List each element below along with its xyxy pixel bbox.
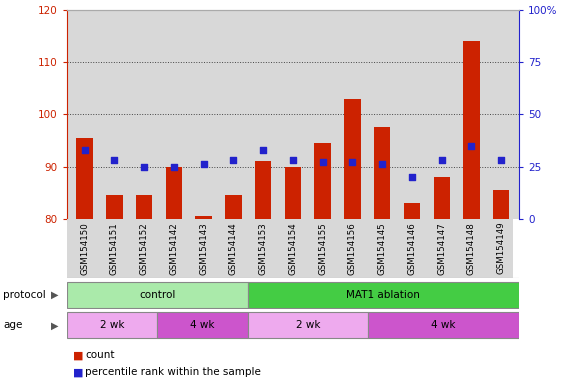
Point bbox=[288, 157, 298, 163]
Point bbox=[259, 147, 268, 153]
Bar bbox=[368, 313, 519, 338]
Bar bbox=[225, 195, 241, 219]
Text: percentile rank within the sample: percentile rank within the sample bbox=[85, 367, 261, 377]
Text: GSM154156: GSM154156 bbox=[348, 222, 357, 275]
Text: GSM154154: GSM154154 bbox=[288, 222, 298, 275]
Point bbox=[80, 147, 89, 153]
Bar bbox=[248, 313, 368, 338]
Text: GSM154150: GSM154150 bbox=[80, 222, 89, 275]
Point bbox=[199, 161, 208, 167]
Bar bbox=[67, 313, 157, 338]
Point bbox=[467, 142, 476, 149]
Text: GSM154153: GSM154153 bbox=[259, 222, 267, 275]
Text: ▶: ▶ bbox=[52, 320, 59, 331]
Bar bbox=[77, 138, 93, 219]
Bar bbox=[67, 282, 248, 308]
Bar bbox=[255, 161, 271, 219]
Point bbox=[378, 161, 387, 167]
Text: 2 wk: 2 wk bbox=[296, 320, 320, 331]
Text: ■: ■ bbox=[72, 367, 83, 377]
Bar bbox=[404, 203, 420, 219]
Text: GSM154148: GSM154148 bbox=[467, 222, 476, 275]
Point bbox=[348, 159, 357, 166]
Text: count: count bbox=[85, 350, 115, 360]
Text: protocol: protocol bbox=[3, 290, 46, 300]
Text: 4 wk: 4 wk bbox=[190, 320, 215, 331]
Point bbox=[110, 157, 119, 163]
Point bbox=[437, 157, 447, 163]
Bar bbox=[195, 216, 212, 219]
Text: 4 wk: 4 wk bbox=[432, 320, 456, 331]
Bar bbox=[157, 313, 248, 338]
Text: GSM154143: GSM154143 bbox=[199, 222, 208, 275]
Text: GSM154152: GSM154152 bbox=[140, 222, 148, 275]
Bar bbox=[345, 99, 361, 219]
Text: GSM154151: GSM154151 bbox=[110, 222, 119, 275]
Point bbox=[496, 157, 506, 163]
Text: GSM154149: GSM154149 bbox=[496, 222, 506, 275]
Bar bbox=[314, 143, 331, 219]
Point bbox=[318, 159, 327, 166]
Text: GSM154155: GSM154155 bbox=[318, 222, 327, 275]
Point bbox=[139, 164, 148, 170]
Bar bbox=[136, 195, 153, 219]
Text: GSM154144: GSM154144 bbox=[229, 222, 238, 275]
Bar bbox=[106, 195, 122, 219]
Point bbox=[229, 157, 238, 163]
Text: age: age bbox=[3, 320, 22, 331]
Bar bbox=[374, 127, 390, 219]
Bar bbox=[285, 167, 301, 219]
Point bbox=[169, 164, 179, 170]
Text: ■: ■ bbox=[72, 350, 83, 360]
Text: ▶: ▶ bbox=[52, 290, 59, 300]
Text: GSM154147: GSM154147 bbox=[437, 222, 446, 275]
Point bbox=[407, 174, 416, 180]
Text: MAT1 ablation: MAT1 ablation bbox=[346, 290, 420, 300]
Bar bbox=[463, 41, 480, 219]
Text: GSM154142: GSM154142 bbox=[169, 222, 178, 275]
Bar bbox=[248, 282, 519, 308]
Text: 2 wk: 2 wk bbox=[100, 320, 124, 331]
Bar bbox=[433, 177, 450, 219]
Text: control: control bbox=[139, 290, 175, 300]
Text: GSM154145: GSM154145 bbox=[378, 222, 387, 275]
Text: GSM154146: GSM154146 bbox=[408, 222, 416, 275]
Bar bbox=[493, 190, 509, 219]
Bar bbox=[166, 167, 182, 219]
